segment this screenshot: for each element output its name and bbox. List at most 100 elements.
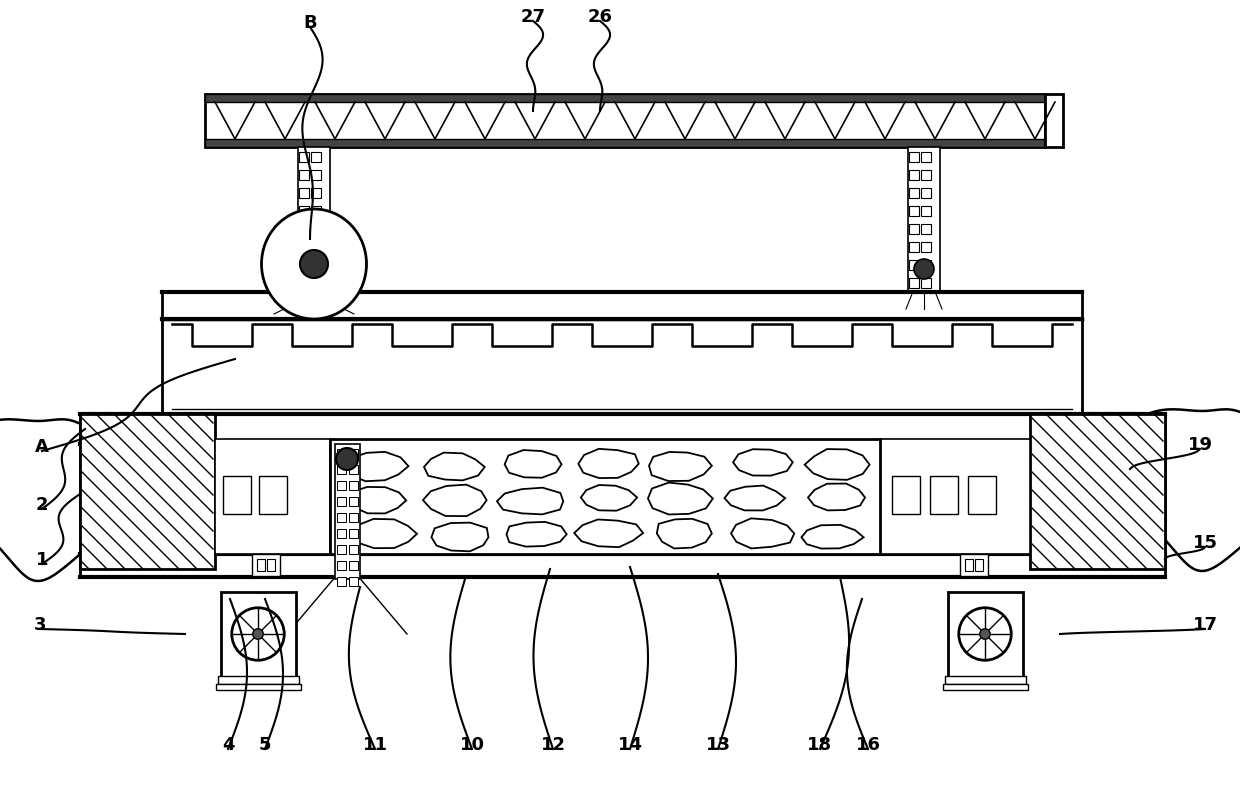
Bar [299,189,309,199]
Circle shape [253,629,263,639]
Bar [921,189,931,199]
Bar [909,171,919,181]
Bar [205,95,1045,103]
Bar [216,684,301,690]
Polygon shape [801,525,863,549]
Polygon shape [657,520,712,548]
Bar [960,554,988,577]
Text: 2: 2 [36,495,48,513]
Polygon shape [497,488,563,515]
Bar [337,545,346,554]
Bar [337,450,346,459]
Bar [909,261,919,271]
Bar [330,439,880,554]
Bar [223,476,250,515]
Bar [921,153,931,163]
Bar [348,577,358,586]
Polygon shape [505,450,562,478]
Text: 4: 4 [222,735,234,753]
Bar [311,206,321,217]
Polygon shape [733,450,792,476]
Circle shape [336,448,358,471]
Bar [267,560,275,571]
Bar [311,153,321,163]
Bar [348,545,358,554]
Bar [348,513,358,522]
Bar [81,414,1166,444]
Bar [348,561,358,570]
Polygon shape [347,487,407,514]
Bar [337,513,346,522]
Bar [921,261,931,271]
Polygon shape [506,522,567,547]
Bar [909,153,919,163]
Bar [299,279,309,288]
Text: 26: 26 [588,8,613,26]
Bar [311,261,321,271]
Bar [311,171,321,181]
Bar [965,560,973,571]
Bar [299,171,309,181]
Text: 18: 18 [807,735,832,753]
Bar [162,320,1083,414]
Bar [942,684,1028,690]
Bar [81,414,215,569]
Text: 13: 13 [706,735,730,753]
Bar [921,225,931,234]
Polygon shape [432,523,489,552]
Circle shape [914,259,934,279]
Text: 17: 17 [1193,615,1218,634]
Bar [337,482,346,491]
Polygon shape [808,484,866,511]
Circle shape [980,629,991,639]
Bar [252,554,280,577]
Polygon shape [580,485,637,511]
Text: 27: 27 [521,8,546,26]
Bar [311,225,321,234]
Bar [299,153,309,163]
Polygon shape [724,486,785,511]
Polygon shape [423,485,486,516]
Bar [259,476,286,515]
Bar [337,529,346,538]
Bar [257,560,265,571]
Circle shape [959,608,1012,660]
Bar [921,243,931,253]
Text: A: A [35,438,48,455]
Bar [205,140,1045,148]
Bar [908,148,940,295]
Text: 1: 1 [36,550,48,569]
Bar [298,148,330,295]
Bar [909,206,919,217]
Bar [337,577,346,586]
Bar [218,676,299,684]
Bar [880,439,1030,554]
Bar [348,450,358,459]
Polygon shape [574,520,644,548]
Text: 5: 5 [259,735,272,753]
Bar [968,476,996,515]
Bar [335,444,360,579]
Bar [348,529,358,538]
Text: 11: 11 [362,735,387,753]
Bar [921,206,931,217]
Bar [909,279,919,288]
Bar [909,243,919,253]
Bar [205,95,1045,148]
Bar [311,189,321,199]
Bar [348,466,358,475]
Bar [921,279,931,288]
Text: 19: 19 [1188,435,1213,454]
Ellipse shape [262,210,367,320]
Polygon shape [649,483,713,515]
Text: 12: 12 [541,735,565,753]
Bar [945,676,1025,684]
Bar [909,225,919,234]
Bar [299,243,309,253]
Bar [81,414,1166,569]
Bar [921,171,931,181]
Polygon shape [353,520,417,548]
Bar [81,554,1166,577]
Polygon shape [649,452,712,482]
Bar [1030,414,1166,569]
